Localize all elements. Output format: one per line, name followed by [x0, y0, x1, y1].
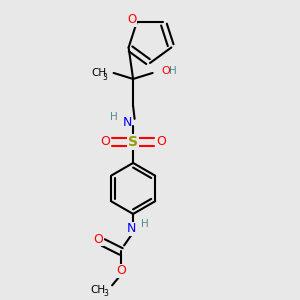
Text: 3: 3 [102, 73, 107, 82]
Text: CH: CH [90, 285, 105, 295]
Text: H: H [141, 219, 149, 229]
Text: O: O [94, 233, 103, 246]
Text: N: N [127, 223, 136, 236]
Text: H: H [110, 112, 118, 122]
Text: O: O [156, 136, 166, 148]
Text: H: H [169, 66, 176, 76]
Text: CH: CH [91, 68, 106, 78]
Text: O: O [100, 136, 110, 148]
Text: 3: 3 [103, 289, 108, 298]
Text: O: O [162, 67, 170, 76]
Text: O: O [116, 265, 126, 278]
Text: O: O [128, 14, 137, 26]
Text: S: S [128, 135, 138, 149]
Text: N: N [122, 116, 132, 129]
